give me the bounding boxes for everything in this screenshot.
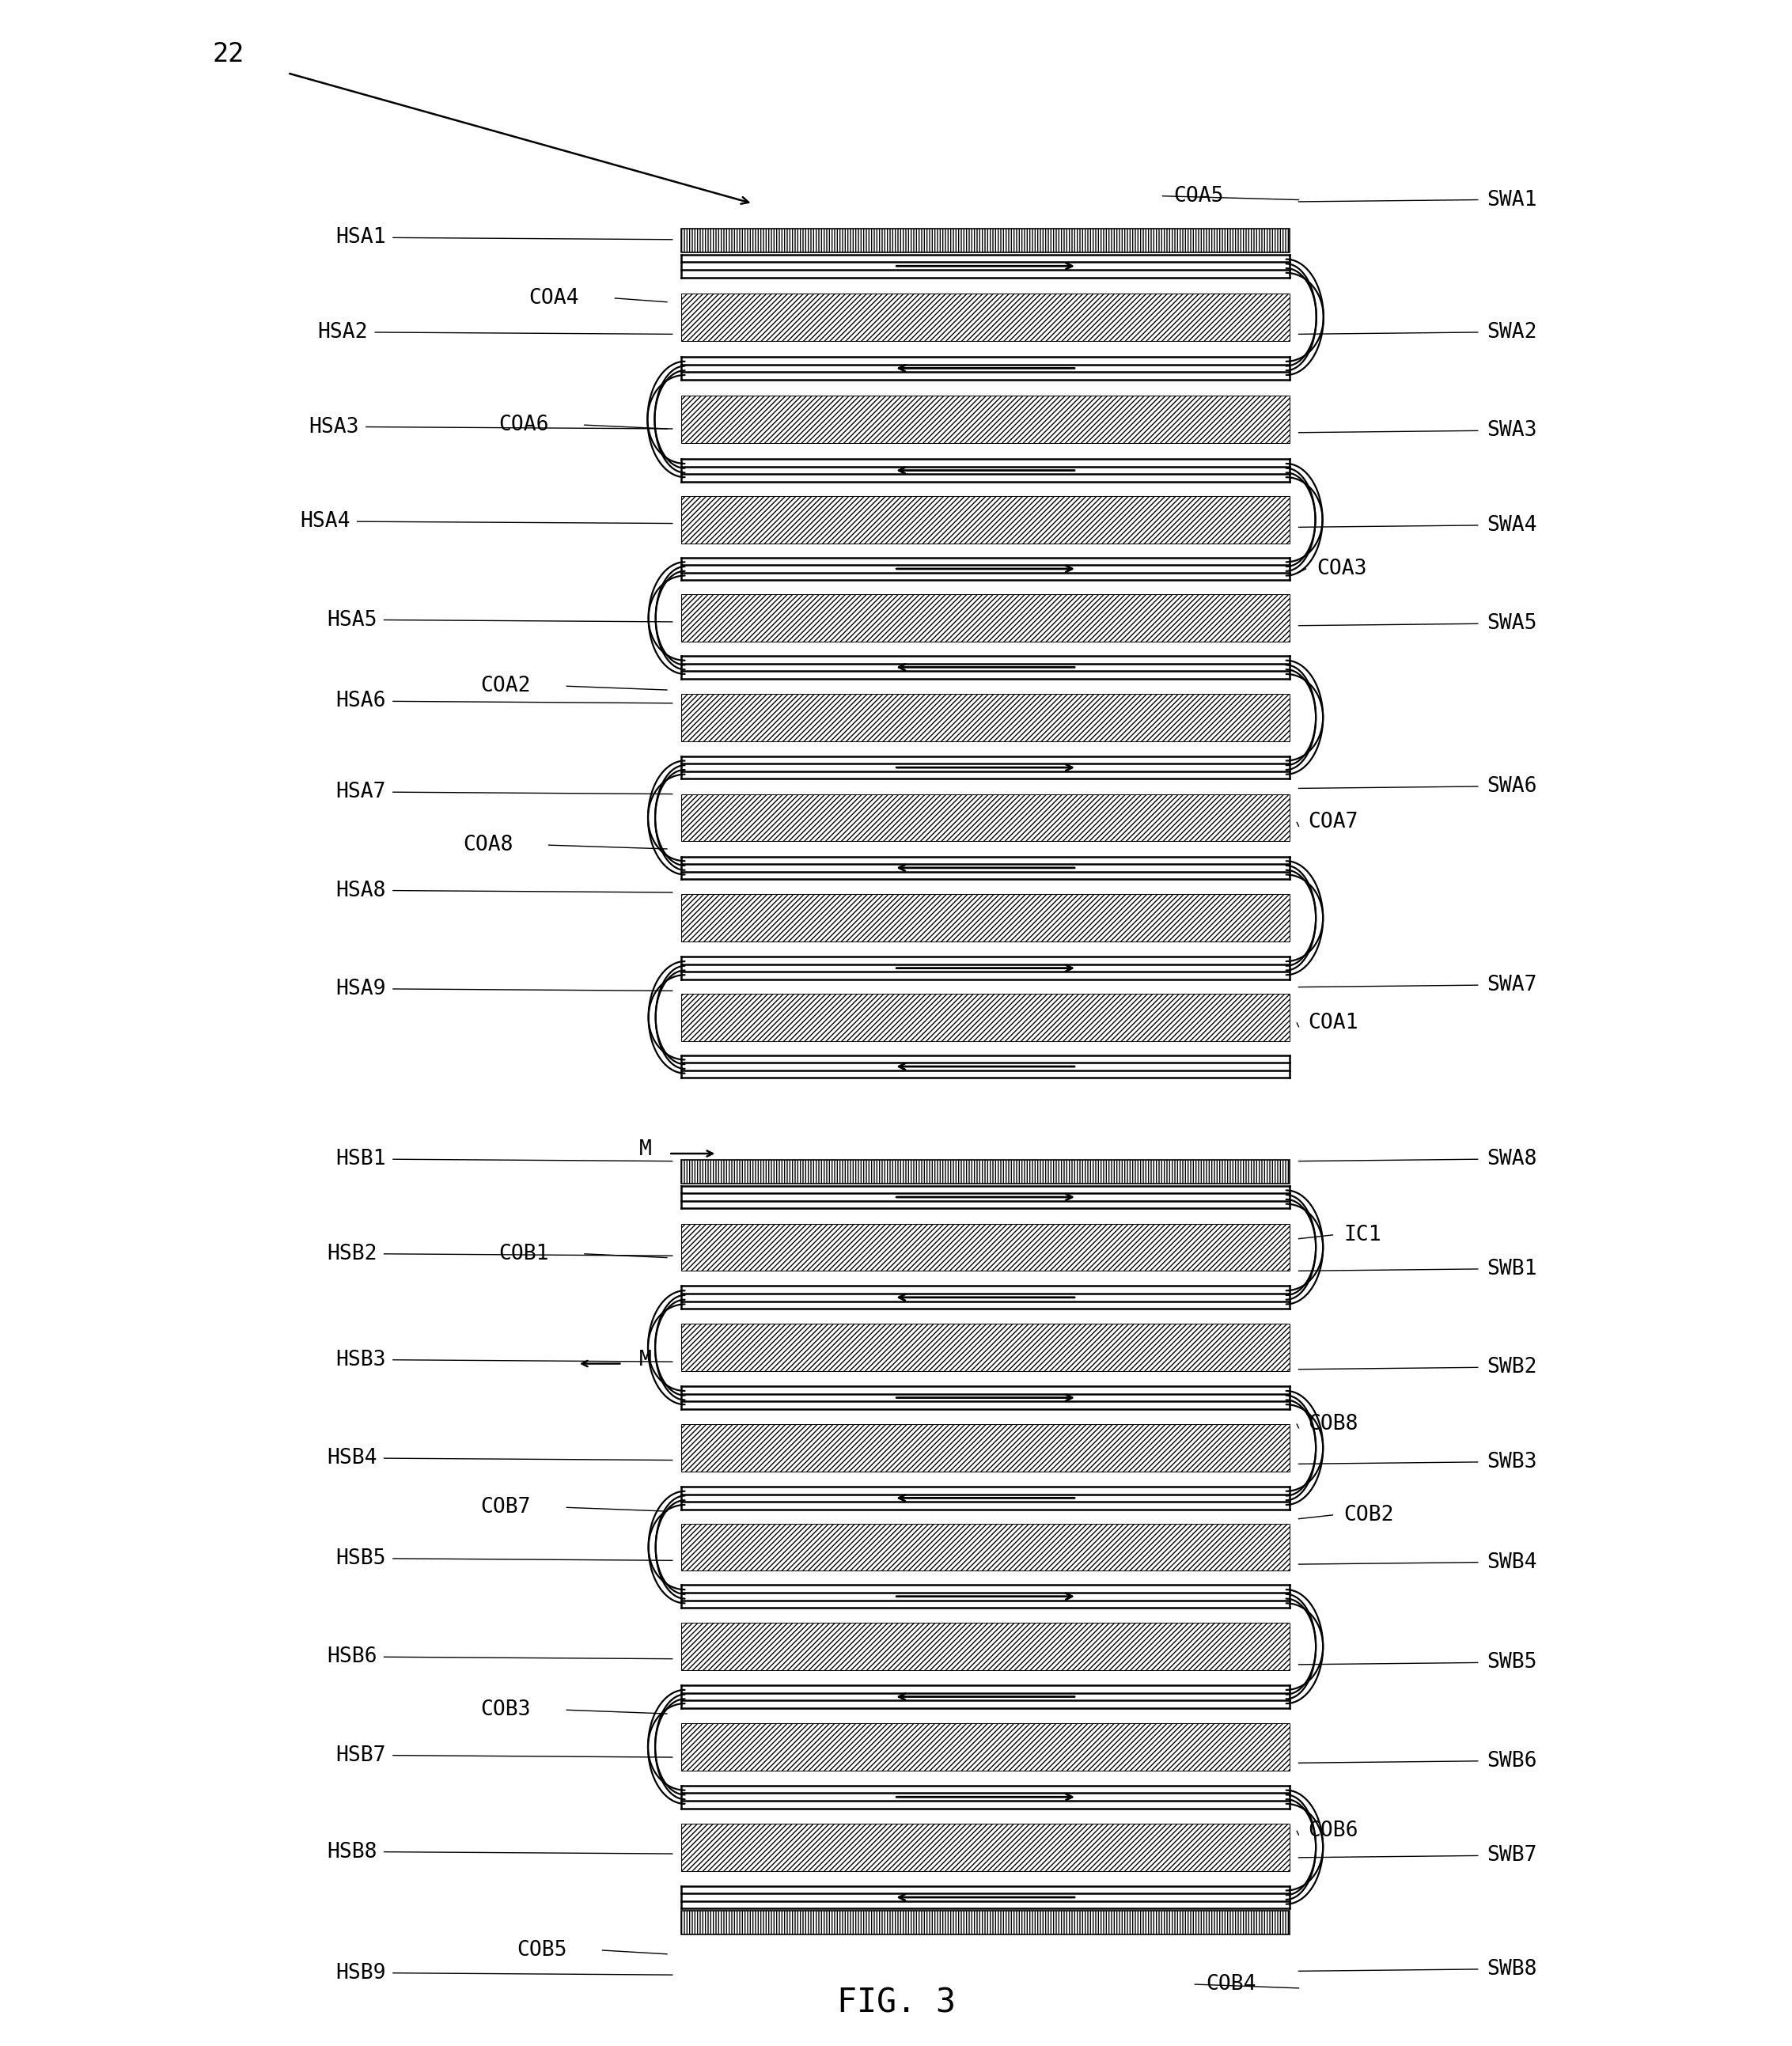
Text: HSB3: HSB3 xyxy=(335,1350,385,1371)
Polygon shape xyxy=(681,293,1290,342)
Text: HSB9: HSB9 xyxy=(335,1962,385,1983)
Polygon shape xyxy=(681,1823,1290,1870)
Text: SWA5: SWA5 xyxy=(1487,614,1538,634)
Polygon shape xyxy=(681,1723,1290,1770)
Polygon shape xyxy=(681,1224,1290,1271)
Text: HSA7: HSA7 xyxy=(335,782,385,802)
Text: HSA6: HSA6 xyxy=(335,692,385,712)
Text: SWA2: SWA2 xyxy=(1487,321,1538,342)
Text: HSA8: HSA8 xyxy=(335,880,385,900)
Text: COB1: COB1 xyxy=(498,1244,548,1264)
Text: COB6: COB6 xyxy=(1308,1821,1358,1841)
Text: SWB3: SWB3 xyxy=(1487,1453,1538,1473)
Text: HSB7: HSB7 xyxy=(335,1745,385,1766)
Text: IC1: IC1 xyxy=(1344,1226,1382,1246)
Polygon shape xyxy=(681,1524,1290,1571)
Text: COA2: COA2 xyxy=(480,675,530,696)
Polygon shape xyxy=(681,894,1290,941)
Text: COB3: COB3 xyxy=(480,1700,530,1721)
Polygon shape xyxy=(681,1424,1290,1471)
Text: SWB8: SWB8 xyxy=(1487,1958,1538,1978)
Text: HSB1: HSB1 xyxy=(335,1150,385,1170)
Text: SWA7: SWA7 xyxy=(1487,974,1538,996)
Text: M: M xyxy=(640,1140,652,1160)
Polygon shape xyxy=(681,395,1290,444)
Text: HSB4: HSB4 xyxy=(326,1449,376,1469)
Text: HSA9: HSA9 xyxy=(335,978,385,998)
Text: COA1: COA1 xyxy=(1308,1013,1358,1033)
Text: HSB5: HSB5 xyxy=(335,1549,385,1569)
Text: COB7: COB7 xyxy=(480,1498,530,1518)
Text: HSA5: HSA5 xyxy=(326,610,376,630)
Text: COA5: COA5 xyxy=(1174,186,1224,207)
Text: SWB5: SWB5 xyxy=(1487,1653,1538,1674)
Text: COB8: COB8 xyxy=(1308,1414,1358,1434)
Text: SWA6: SWA6 xyxy=(1487,775,1538,796)
Text: COB4: COB4 xyxy=(1206,1974,1256,1995)
Text: SWB1: SWB1 xyxy=(1487,1258,1538,1279)
Polygon shape xyxy=(681,495,1290,544)
Text: HSB2: HSB2 xyxy=(326,1244,376,1264)
Text: HSB8: HSB8 xyxy=(326,1841,376,1862)
Polygon shape xyxy=(681,694,1290,741)
Text: SWB4: SWB4 xyxy=(1487,1553,1538,1573)
Text: COA7: COA7 xyxy=(1308,812,1358,833)
Text: SWA3: SWA3 xyxy=(1487,419,1538,442)
Polygon shape xyxy=(681,229,1290,252)
Text: COA8: COA8 xyxy=(462,835,513,855)
Polygon shape xyxy=(681,1324,1290,1371)
Polygon shape xyxy=(681,595,1290,642)
Polygon shape xyxy=(681,1160,1290,1183)
Text: COA4: COA4 xyxy=(529,288,579,309)
Text: SWB2: SWB2 xyxy=(1487,1356,1538,1377)
Text: SWA4: SWA4 xyxy=(1487,516,1538,536)
Text: SWA1: SWA1 xyxy=(1487,190,1538,211)
Text: FIG. 3: FIG. 3 xyxy=(837,1987,955,2019)
Polygon shape xyxy=(681,994,1290,1041)
Text: HSB6: HSB6 xyxy=(326,1647,376,1667)
Text: SWB7: SWB7 xyxy=(1487,1845,1538,1866)
Text: SWA8: SWA8 xyxy=(1487,1150,1538,1170)
Polygon shape xyxy=(681,1622,1290,1670)
Text: 22: 22 xyxy=(211,41,244,68)
Text: COB2: COB2 xyxy=(1344,1504,1394,1526)
Text: HSA3: HSA3 xyxy=(308,417,358,438)
Text: COA3: COA3 xyxy=(1317,559,1367,579)
Text: HSA2: HSA2 xyxy=(317,321,367,342)
Text: M: M xyxy=(640,1350,652,1371)
Text: HSA1: HSA1 xyxy=(335,227,385,248)
Polygon shape xyxy=(681,794,1290,841)
Polygon shape xyxy=(681,1911,1290,1936)
Text: COA6: COA6 xyxy=(498,415,548,436)
Text: HSA4: HSA4 xyxy=(299,512,349,532)
Text: SWB6: SWB6 xyxy=(1487,1751,1538,1772)
Text: COB5: COB5 xyxy=(516,1940,566,1960)
